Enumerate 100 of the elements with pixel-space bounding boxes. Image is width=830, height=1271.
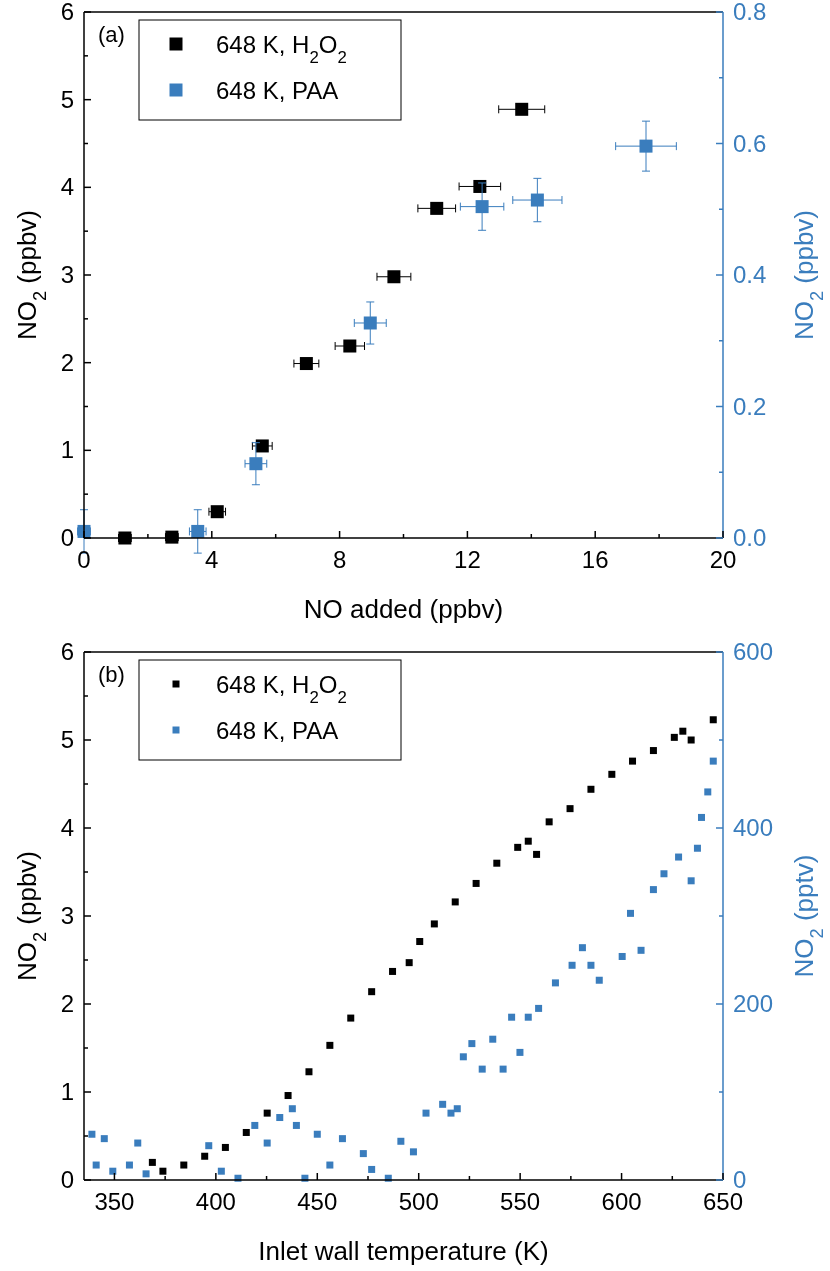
y2-tick-label: 0.8 [733,0,767,25]
point [409,1148,417,1156]
annotation: (a) [98,22,125,47]
y2-tick-label: 600 [733,638,774,665]
point [660,870,668,878]
point [284,1092,292,1100]
x-tick-label: 500 [398,1188,439,1215]
point [416,938,424,946]
point [217,1167,225,1175]
x-tick-label: 450 [297,1188,338,1215]
point [326,1161,334,1169]
point [524,1013,532,1021]
y-tick-label: 5 [60,726,74,753]
point [92,1161,100,1169]
point [568,961,576,969]
y-tick-label: 4 [60,173,74,201]
y-tick-label: 6 [60,0,74,25]
y-tick-label: 6 [60,638,74,665]
point [693,844,701,852]
point [679,727,687,735]
x-tick-label: 0 [77,546,91,573]
y-tick-label: 1 [60,436,74,464]
point [276,1114,284,1122]
point [451,898,459,906]
point [439,1100,447,1108]
point [453,1105,461,1113]
point [288,1105,296,1113]
y2-tick-label: 200 [733,990,774,1017]
point [670,733,678,741]
y-tick-label: 1 [60,1078,74,1105]
y2-tick-label: 0.2 [733,392,767,420]
point [397,1137,405,1145]
legend-label: 648 K, PAA [216,77,339,104]
point [459,1053,467,1061]
x-tick-label: 12 [454,546,481,573]
point [637,946,645,954]
x-tick-label: 8 [332,546,347,573]
x-axis-title: NO added (ppbv) [303,594,504,624]
point [587,961,595,969]
x-tick-label: 16 [581,546,609,573]
point [326,1041,334,1049]
point [687,877,695,885]
point [687,736,695,744]
point [142,1170,150,1178]
point [468,1040,476,1048]
point [201,1152,209,1160]
point [709,757,717,765]
y2-tick-label: 0.4 [733,261,767,288]
legend-label: 648 K, PAA [216,717,339,744]
annotation: (b) [98,662,125,687]
point [629,757,637,765]
point [368,988,376,996]
y-tick-label: 0 [60,1166,74,1193]
point [587,785,595,793]
x-axis-title: Inlet wall temperature (K) [258,1236,549,1266]
y-tick-label: 0 [60,524,74,551]
point [387,270,401,284]
y-tick-label: 3 [60,902,74,929]
point [251,1121,259,1129]
point [180,1161,188,1169]
point [675,853,683,861]
x-tick-label: 400 [195,1188,236,1215]
point [475,200,489,214]
point [263,1109,271,1117]
point [159,1167,167,1175]
point [514,843,522,851]
point [618,952,626,960]
point [221,1143,229,1151]
point [649,886,657,894]
point [530,193,544,207]
point [255,439,269,453]
point [263,1139,271,1147]
y-tick-label: 2 [60,990,74,1017]
point [109,1167,117,1175]
point [535,1004,543,1012]
point [430,201,444,215]
y-tick-label: 2 [60,348,74,376]
point [639,139,653,153]
y2-tick-label: 400 [733,814,774,841]
point [545,818,553,826]
point [489,1035,497,1043]
x-tick-label: 350 [94,1188,135,1215]
point [595,976,603,984]
point [405,959,413,967]
point [368,1165,376,1173]
point [533,850,541,858]
point [88,1130,96,1138]
point [292,1121,300,1129]
point [148,1158,156,1166]
point [338,1135,346,1143]
point [205,1142,213,1150]
point [125,1161,133,1169]
point [299,357,313,371]
point [313,1130,321,1138]
x-tick-label: 600 [601,1188,642,1215]
y-tick-label: 3 [60,261,74,288]
point [472,879,480,887]
y-tick-label: 5 [60,85,74,113]
point [566,805,574,813]
point [363,316,377,330]
